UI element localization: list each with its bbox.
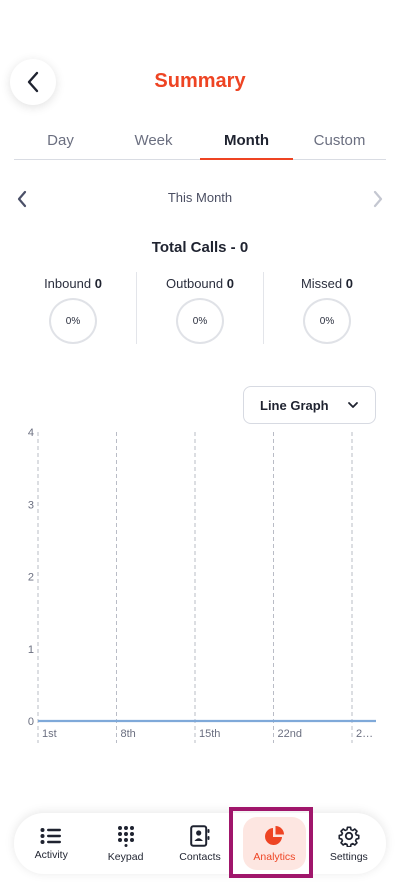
chevron-right-icon bbox=[373, 190, 383, 208]
x-tick-label: 1st bbox=[42, 728, 57, 740]
chevron-down-icon bbox=[348, 402, 358, 408]
stat-inbound: Inbound 0 0% bbox=[10, 272, 136, 344]
calls-line-chart: 0 1 2 3 4 1st 8th 15th 22nd 2… bbox=[28, 427, 376, 743]
tab-month[interactable]: Month bbox=[200, 130, 293, 160]
stat-percent-ring: 0% bbox=[49, 298, 97, 344]
period-tabs: Day Week Month Custom bbox=[14, 130, 386, 160]
next-period-button[interactable] bbox=[366, 187, 390, 211]
stat-percent-ring: 0% bbox=[303, 298, 351, 344]
period-label: This Month bbox=[167, 190, 233, 205]
stat-percent-ring: 0% bbox=[176, 298, 224, 344]
bottom-navigation: Activity Keypad Contacts Analytics bbox=[14, 813, 386, 874]
x-tick-label: 22nd bbox=[278, 728, 302, 740]
chevron-left-icon bbox=[17, 190, 27, 208]
tab-week[interactable]: Week bbox=[134, 132, 173, 149]
x-tick-label: 8th bbox=[121, 728, 136, 740]
graph-type-dropdown[interactable]: Line Graph bbox=[243, 386, 376, 424]
nav-label: Settings bbox=[329, 850, 368, 863]
y-tick-label: 0 bbox=[28, 716, 34, 728]
tab-day[interactable]: Day bbox=[47, 132, 74, 149]
gear-icon bbox=[338, 825, 360, 847]
y-tick-label: 3 bbox=[28, 499, 34, 511]
stat-missed: Missed 0 0% bbox=[263, 272, 390, 344]
tab-custom[interactable]: Custom bbox=[313, 132, 366, 149]
nav-label: Analytics bbox=[253, 850, 296, 863]
stat-count: 0 bbox=[345, 276, 354, 291]
x-tick-label: 15th bbox=[199, 728, 220, 740]
period-navigator: This Month bbox=[0, 185, 400, 211]
y-tick-label: 1 bbox=[28, 644, 34, 656]
keypad-icon bbox=[117, 825, 134, 847]
total-calls: Total Calls - 0 bbox=[151, 239, 249, 256]
chevron-left-icon bbox=[27, 71, 39, 93]
y-tick-label: 2 bbox=[28, 572, 34, 584]
stat-inbound-header: Inbound 0 bbox=[44, 276, 102, 291]
nav-label: Contacts bbox=[179, 850, 221, 863]
stat-missed-header: Missed 0 bbox=[301, 276, 353, 291]
page-title: Summary bbox=[154, 70, 246, 92]
nav-analytics[interactable]: Analytics bbox=[237, 813, 311, 874]
contacts-icon bbox=[190, 824, 210, 847]
stat-count: 0 bbox=[226, 276, 234, 291]
stat-outbound: Outbound 0 0% bbox=[136, 272, 263, 344]
stat-label: Outbound bbox=[166, 276, 224, 291]
call-stats: Inbound 0 0% Outbound 0 0% Missed 0 0% bbox=[10, 272, 390, 344]
stat-label: Inbound bbox=[44, 276, 92, 291]
nav-contacts[interactable]: Contacts bbox=[163, 813, 237, 874]
pie-chart-icon bbox=[265, 825, 285, 845]
y-tick-label: 4 bbox=[28, 427, 34, 439]
back-button[interactable] bbox=[10, 59, 56, 105]
x-tick-label: 2… bbox=[356, 728, 373, 740]
stat-outbound-header: Outbound 0 bbox=[166, 276, 234, 291]
graph-type-value: Line Graph bbox=[260, 397, 329, 413]
stat-label: Missed bbox=[300, 276, 343, 291]
stat-count: 0 bbox=[94, 276, 102, 291]
previous-period-button[interactable] bbox=[10, 187, 34, 211]
nav-keypad[interactable]: Keypad bbox=[88, 813, 162, 874]
nav-settings[interactable]: Settings bbox=[312, 813, 386, 874]
nav-activity[interactable]: Activity bbox=[14, 813, 88, 874]
nav-label: Activity bbox=[34, 848, 68, 861]
nav-label: Keypad bbox=[107, 850, 144, 863]
list-icon bbox=[40, 827, 62, 844]
